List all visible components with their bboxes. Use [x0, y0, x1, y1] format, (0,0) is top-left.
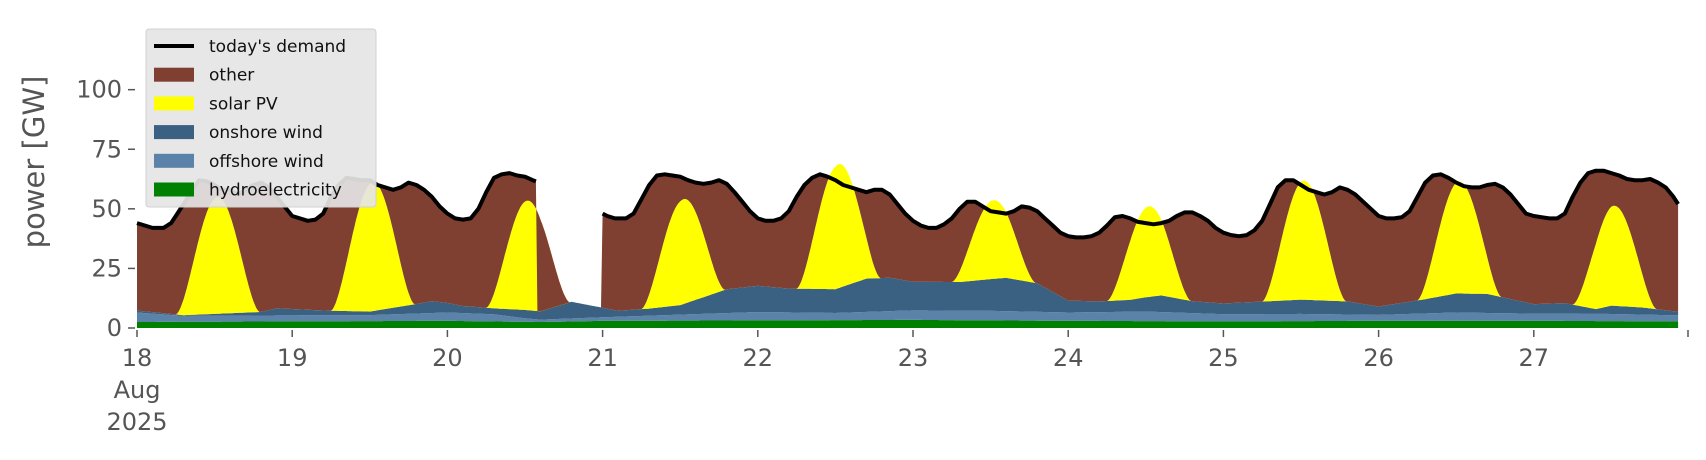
x-tick-label: 20: [432, 344, 463, 372]
y-axis-label: power [GW]: [17, 76, 51, 249]
legend-frame: [145, 28, 377, 208]
x-tick-label: 26: [1363, 344, 1394, 372]
legend-swatch: [154, 67, 194, 82]
area-onshore-wind: [137, 277, 1679, 320]
y-tick-label: 25: [91, 254, 122, 282]
legend-label: today's demand: [209, 37, 346, 57]
legend-label: offshore wind: [209, 152, 324, 172]
y-tick-label: 0: [107, 314, 122, 342]
legend-label: onshore wind: [209, 123, 323, 143]
area-offshore-wind: [137, 310, 1679, 322]
legend-swatch: [154, 125, 194, 140]
x-tick-label: 22: [743, 344, 774, 372]
legend: today's demand other solar PV onshore wind o…: [145, 28, 377, 208]
legend-swatch: [154, 182, 194, 197]
y-tick-label: 75: [91, 135, 122, 163]
demand-line-segment: [601, 168, 1680, 240]
x-tick-label: 24: [1053, 344, 1084, 372]
legend-label: solar PV: [209, 94, 278, 114]
y-axis: 0 25 50 75 100: [76, 76, 135, 342]
legend-swatch: [154, 153, 194, 168]
area-other: [137, 164, 1679, 315]
legend-swatch: [154, 96, 194, 111]
x-tick-label: 23: [898, 344, 929, 372]
legend-label: hydroelectricity: [209, 181, 342, 201]
legend-label: other: [209, 66, 254, 86]
x-tick-label: 2025: [106, 408, 167, 436]
area-series-group: [137, 164, 1679, 328]
x-axis: 18 Aug 2025 19 20 21 22 23 24 25 26 27: [106, 330, 1689, 436]
y-tick-label: 50: [91, 195, 122, 223]
x-tick-label: 18: [122, 344, 153, 372]
x-tick-label: 21: [587, 344, 618, 372]
area-solar-pv: [137, 164, 1679, 316]
x-tick-label: 19: [277, 344, 308, 372]
x-tick-label: 25: [1208, 344, 1239, 372]
x-tick-label: 27: [1519, 344, 1550, 372]
x-tick-label: Aug: [114, 376, 161, 404]
area-hydroelectricity: [137, 319, 1679, 328]
y-tick-label: 100: [76, 76, 122, 104]
